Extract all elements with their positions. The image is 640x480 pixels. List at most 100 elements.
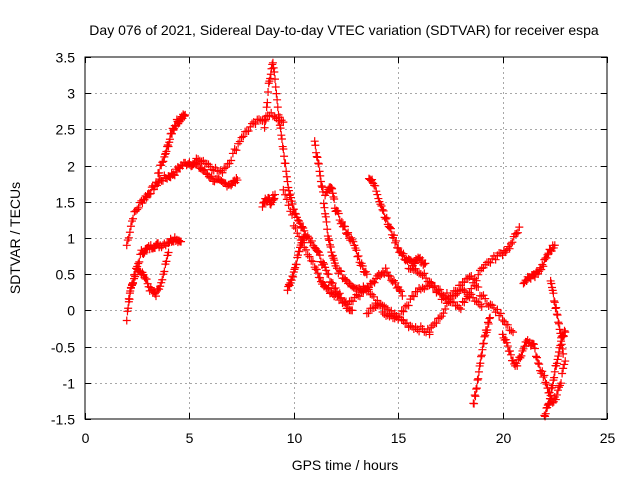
data-point (271, 83, 280, 92)
data-point (395, 285, 404, 294)
data-point (289, 272, 298, 281)
data-point (190, 158, 199, 167)
data-point (465, 288, 474, 297)
data-point (427, 323, 436, 332)
data-point (125, 228, 134, 237)
data-point (218, 168, 227, 177)
data-point (312, 148, 321, 157)
series-satellite-track-7 (279, 185, 434, 337)
data-point (348, 297, 357, 306)
data-point (337, 217, 346, 226)
data-point (251, 120, 260, 129)
data-point (328, 279, 337, 288)
data-point (162, 257, 171, 266)
data-point (122, 241, 131, 250)
data-point (559, 349, 568, 358)
data-point (550, 241, 559, 250)
data-point (320, 203, 329, 212)
data-point (551, 395, 560, 404)
data-point (180, 112, 189, 121)
series-satellite-track-9 (283, 233, 309, 295)
data-point (474, 367, 483, 376)
data-point (315, 273, 324, 282)
y-tick-label: 1.5 (56, 195, 76, 211)
data-point (207, 172, 216, 181)
data-point (561, 328, 570, 337)
data-point (491, 255, 500, 264)
data-point (486, 300, 495, 309)
data-point (288, 272, 297, 281)
data-point (246, 122, 255, 131)
x-tick-label: 10 (287, 430, 303, 446)
data-point (555, 325, 564, 334)
data-point (165, 135, 174, 144)
data-point (284, 186, 293, 195)
data-point (293, 251, 302, 260)
data-point (328, 189, 337, 198)
data-point (540, 371, 549, 380)
data-point (516, 353, 525, 362)
data-point (244, 126, 253, 135)
data-point (479, 339, 488, 348)
data-point (541, 409, 550, 418)
x-tick-label: 0 (82, 430, 90, 446)
data-point (266, 74, 275, 83)
data-point (234, 139, 243, 148)
data-point (349, 237, 358, 246)
data-point (554, 318, 563, 327)
data-point (546, 391, 555, 400)
data-point (270, 68, 279, 77)
data-point (181, 110, 190, 119)
data-point (134, 259, 143, 268)
data-point (354, 251, 363, 260)
data-point (230, 145, 239, 154)
data-point (269, 195, 278, 204)
data-point (512, 229, 521, 238)
data-point (496, 309, 505, 318)
data-point (273, 95, 282, 104)
data-point (485, 314, 494, 323)
data-point (371, 181, 380, 190)
data-point (312, 265, 321, 274)
data-point (344, 228, 353, 237)
series-satellite-track-14 (404, 223, 524, 314)
data-point (291, 209, 300, 218)
data-point (441, 305, 450, 314)
series-satellite-track-3 (122, 248, 173, 325)
data-point (321, 212, 330, 221)
data-point (373, 190, 382, 199)
data-point (425, 277, 434, 286)
data-point (280, 152, 289, 161)
data-point (474, 374, 483, 383)
series-satellite-track-20 (546, 276, 568, 358)
data-point (505, 347, 514, 356)
data-point (384, 222, 393, 231)
data-point (421, 259, 430, 268)
data-point (422, 274, 431, 283)
data-point (381, 264, 390, 273)
data-point (130, 274, 139, 283)
data-point (269, 63, 278, 72)
data-point (409, 266, 418, 275)
data-point (411, 264, 420, 273)
data-point (549, 289, 558, 298)
data-point (515, 223, 524, 232)
data-point (502, 338, 511, 347)
data-point (168, 129, 176, 138)
data-point (477, 302, 486, 311)
series-satellite-track-6 (260, 58, 357, 315)
data-point (470, 391, 479, 400)
data-point (542, 379, 551, 388)
data-point (427, 278, 436, 287)
data-point (554, 319, 563, 328)
x-tick-label: 15 (391, 430, 407, 446)
y-tick-label: 1 (67, 231, 75, 247)
data-point (534, 359, 543, 368)
series-satellite-track-16 (469, 313, 495, 408)
data-point (318, 183, 327, 192)
data-point (547, 279, 556, 288)
data-point (326, 243, 335, 252)
y-tick-label: 2.5 (56, 122, 76, 138)
data-point (484, 302, 493, 311)
data-point (552, 359, 561, 368)
